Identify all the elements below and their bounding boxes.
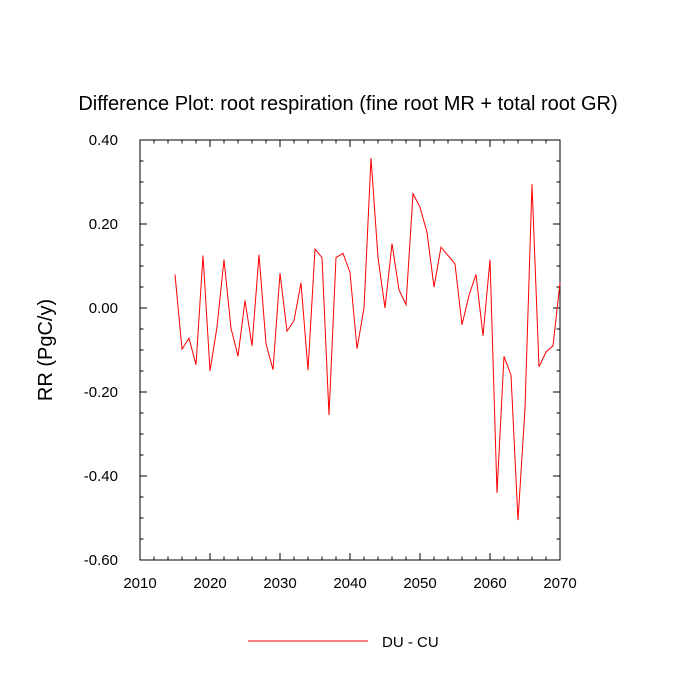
x-tick-label: 2010: [123, 575, 156, 592]
y-axis-label: RR (PgC/y): [35, 299, 57, 401]
plot-frame: [139, 139, 561, 561]
y-tick-label: -0.40: [84, 468, 118, 485]
x-tick-label: 2050: [403, 575, 436, 592]
chart-title: Difference Plot: root respiration (fine …: [78, 93, 617, 115]
x-tick-label: 2020: [193, 575, 226, 592]
y-tick-label: 0.40: [89, 132, 118, 149]
plot-area: 2010 2020 2030 2040 2050 2060 2070 0.40 0.20 0.00…: [84, 132, 577, 592]
series-line: [174, 158, 561, 521]
y-tick-label: 0.20: [89, 216, 118, 233]
legend: DU - CU: [248, 634, 439, 651]
x-tick-label: 2060: [473, 575, 506, 592]
x-tick-label: 2070: [543, 575, 576, 592]
x-tick-label: 2030: [263, 575, 296, 592]
y-tick-label: -0.60: [84, 552, 118, 569]
legend-label: DU - CU: [382, 634, 439, 651]
y-tick-label: -0.20: [84, 384, 118, 401]
x-tick-label: 2040: [333, 575, 366, 592]
y-tick-label: 0.00: [89, 300, 118, 317]
